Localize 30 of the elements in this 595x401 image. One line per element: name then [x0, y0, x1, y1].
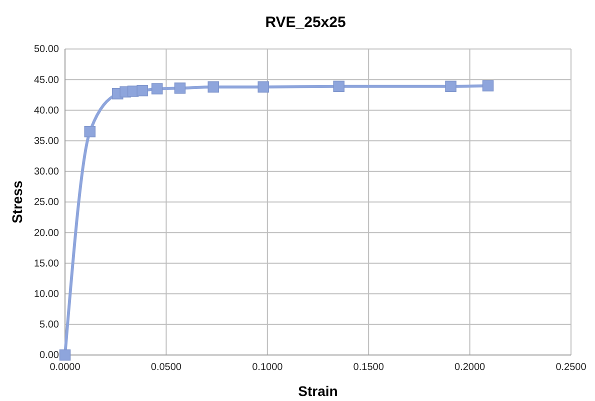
point	[136, 84, 148, 96]
y-tick-label: 30.00	[34, 166, 60, 178]
y-tick-label: 40.00	[34, 105, 60, 116]
point	[445, 80, 456, 92]
point	[208, 81, 220, 93]
y-tick-label: 25.00	[34, 197, 60, 208]
x-tick-label: 0.0500	[150, 362, 182, 374]
x-axis-title: Strain	[298, 383, 338, 399]
y-tick-label: 5.00	[40, 320, 60, 331]
y-tick-label: 45.00	[34, 74, 60, 86]
y-tick-label: 50.00	[34, 44, 60, 56]
point	[482, 80, 494, 92]
point	[151, 83, 163, 94]
x-tick-label: 0.0000	[50, 362, 81, 374]
y-tick-label: 20.00	[34, 228, 60, 239]
y-tick-label: 35.00	[34, 136, 60, 147]
y-tick-label: 10.00	[34, 289, 60, 300]
y-tick-label: 0.00	[40, 350, 60, 362]
x-tick-label: 0.1500	[353, 362, 384, 374]
chart-title: RVE_25x25	[265, 14, 346, 31]
point	[59, 349, 71, 361]
point	[333, 80, 344, 92]
y-tick-label: 15.00	[34, 258, 60, 270]
x-tick-label: 0.2000	[454, 362, 486, 374]
x-tick-label: 0.1000	[252, 362, 284, 374]
point	[174, 82, 186, 94]
point	[84, 126, 96, 138]
y-axis-title: Stress	[9, 180, 25, 224]
point	[258, 81, 269, 93]
x-tick-label: 0.2500	[556, 362, 587, 374]
